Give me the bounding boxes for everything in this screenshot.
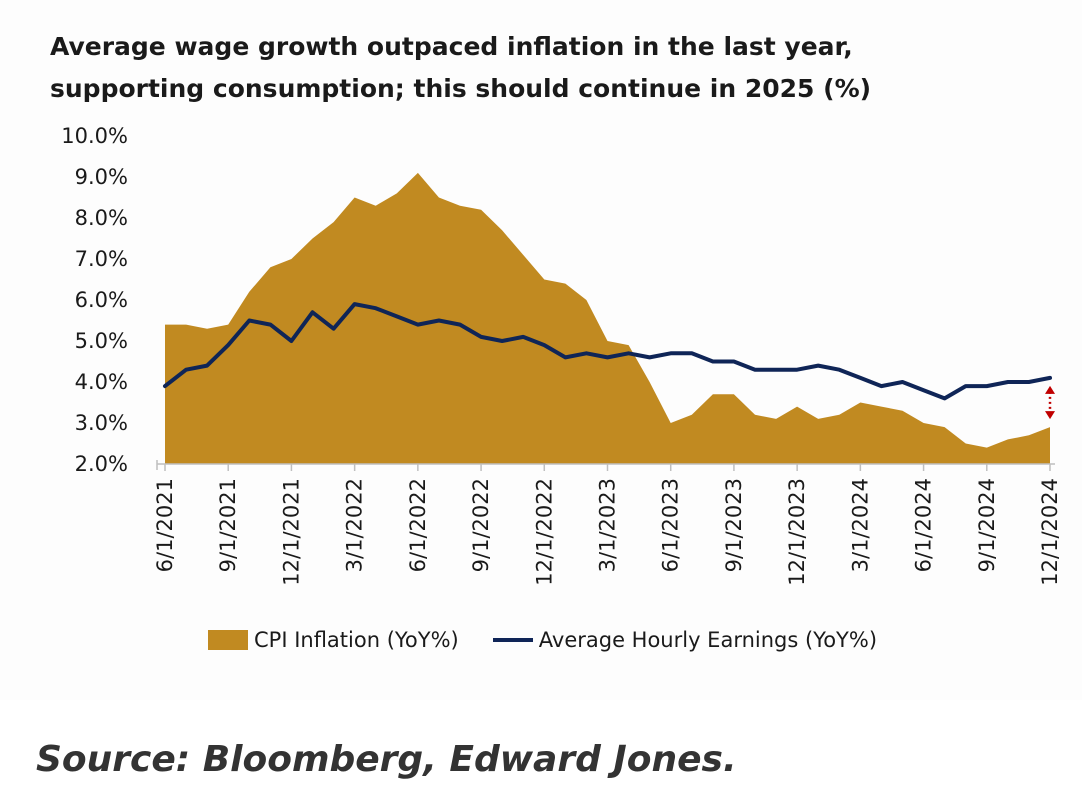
x-tick-label: 9/1/2022 [469, 478, 493, 572]
x-tick-label: 3/1/2023 [596, 478, 620, 572]
y-tick-label: 7.0% [75, 247, 128, 271]
legend-swatch-earnings [492, 638, 533, 642]
x-tick-label: 3/1/2022 [343, 478, 367, 572]
legend-label-earnings: Average Hourly Earnings (YoY%) [538, 628, 878, 652]
x-tick-label: 3/1/2024 [848, 478, 872, 572]
gap-arrow-head-down [1045, 411, 1055, 420]
y-tick-label: 10.0% [61, 124, 128, 148]
legend-label-cpi: CPI Inflation (YoY%) [254, 628, 459, 652]
source-note: Source: Bloomberg, Edward Jones. [36, 739, 737, 780]
y-tick-label: 5.0% [75, 329, 128, 353]
earnings-line [163, 302, 1052, 401]
x-tick-label: 6/1/2024 [912, 478, 936, 572]
y-tick-label: 9.0% [75, 165, 128, 189]
chart-title-line-2: supporting consumption; this should cont… [50, 74, 872, 103]
y-tick-label: 8.0% [75, 206, 128, 230]
x-tick-label: 12/1/2022 [532, 478, 556, 586]
x-tick-label: 6/1/2023 [659, 478, 683, 572]
chart-title-line-1: Average wage growth outpaced inflation i… [50, 32, 853, 61]
x-tick-label: 12/1/2024 [1038, 478, 1062, 586]
x-tick-label: 9/1/2023 [722, 478, 746, 572]
legend-swatch-cpi [208, 630, 248, 650]
x-tick-label: 9/1/2024 [975, 478, 999, 572]
x-tick-label: 9/1/2021 [216, 478, 240, 572]
chart-plot: 10.0% 9.0% 8.0% 7.0% 6.0% 5.0% 4.0% 3.0% 2.0% 6/1… [61, 124, 1062, 586]
legend-item-earnings: Average Hourly Earnings (YoY%) [459, 628, 877, 652]
x-tick-label: 12/1/2023 [785, 478, 809, 586]
x-tick-label: 12/1/2021 [279, 478, 303, 586]
chart-title: Average wage growth outpaced inflation i… [50, 26, 1050, 110]
y-tick-label: 2.0% [75, 452, 128, 476]
cpi-area [165, 172, 1050, 464]
legend-item-cpi: CPI Inflation (YoY%) [208, 628, 459, 652]
gap-arrow-head-up [1045, 385, 1055, 394]
y-tick-label: 3.0% [75, 411, 128, 435]
y-tick-label: 4.0% [75, 370, 128, 394]
x-tick-label: 6/1/2021 [153, 478, 177, 572]
y-tick-label: 6.0% [75, 288, 128, 312]
chart-legend: CPI Inflation (YoY%) Average Hourly Earn… [208, 622, 877, 658]
x-tick-label: 6/1/2022 [406, 478, 430, 572]
